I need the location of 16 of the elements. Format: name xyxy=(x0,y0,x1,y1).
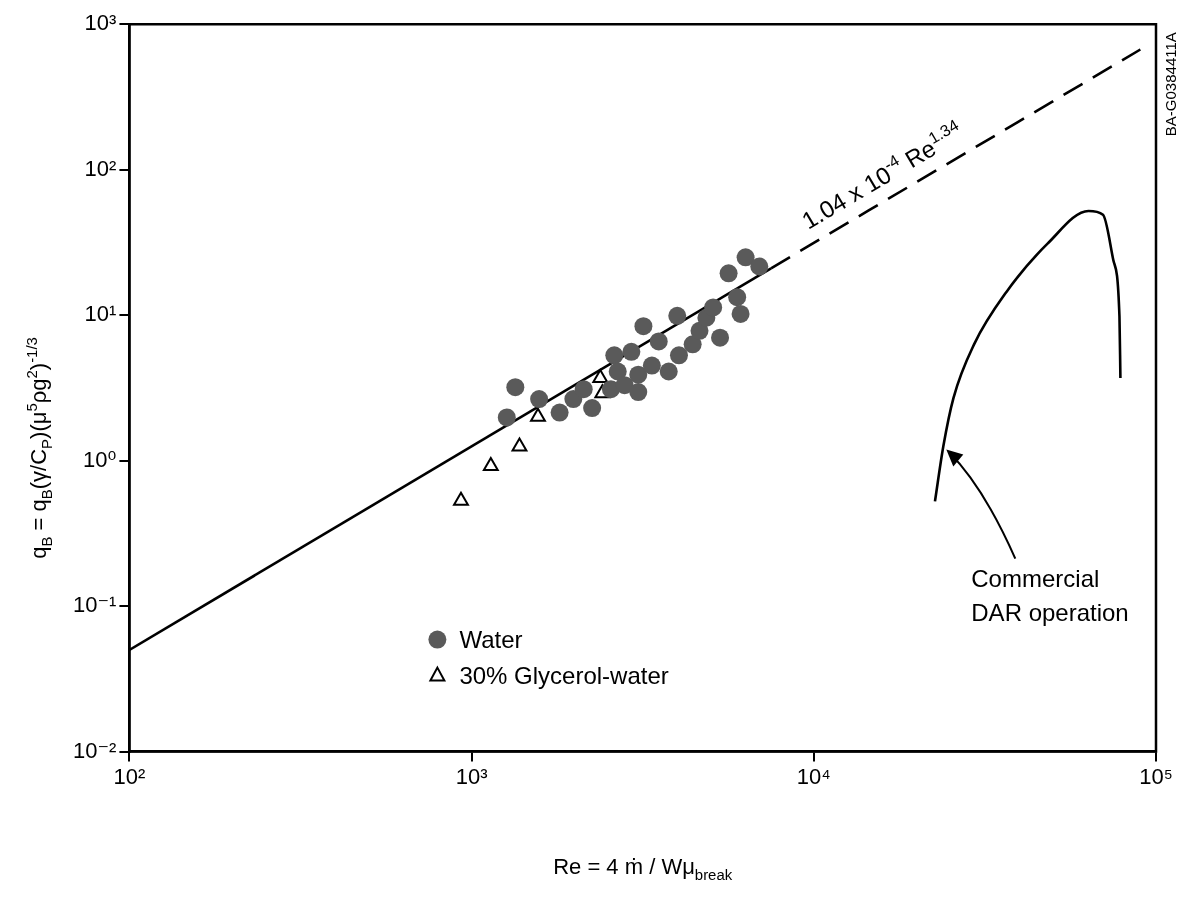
x-tick-label: 10⁵ xyxy=(1139,763,1173,789)
text: qB = qB(γ/CP)(μ5ρg2)-1/3 xyxy=(22,337,55,559)
annotation: 1.04 x 10-4 Re1.34 xyxy=(797,115,962,235)
text: BA-G0384411A xyxy=(1162,32,1179,137)
x-tick-label: 10⁴ xyxy=(796,763,831,789)
y-tick-label: 10⁻² xyxy=(72,737,117,763)
x-tick-label: 10³ xyxy=(455,763,488,789)
x-tick-label: 10² xyxy=(113,763,146,789)
y-tick-label: 10⁻¹ xyxy=(72,592,117,618)
y-tick-label: 10² xyxy=(84,155,117,181)
legend-label: 30% Glycerol-water xyxy=(459,661,669,689)
legend-label: Water xyxy=(459,625,523,653)
y-tick-label: 10³ xyxy=(84,10,117,36)
y-tick-label: 10⁰ xyxy=(83,446,117,472)
annotation: Commercial DAR operation xyxy=(971,564,1129,626)
y-tick-label: 10¹ xyxy=(84,301,117,327)
